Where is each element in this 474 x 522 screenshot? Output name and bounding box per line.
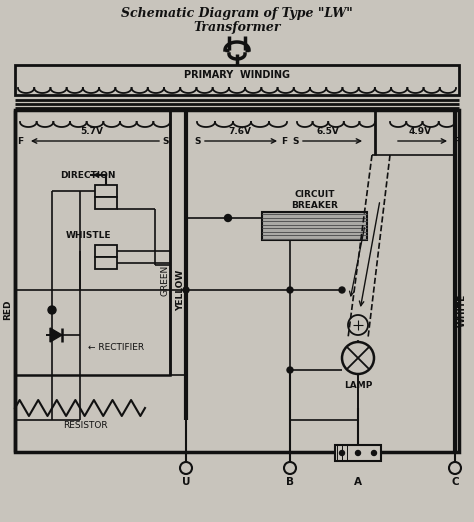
Circle shape — [225, 215, 231, 221]
Bar — [95, 245, 117, 257]
Text: RESISTOR: RESISTOR — [63, 421, 107, 430]
Circle shape — [180, 462, 192, 474]
Text: LAMP: LAMP — [344, 382, 372, 390]
Text: PRIMARY  WINDING: PRIMARY WINDING — [184, 70, 290, 80]
Text: F: F — [281, 136, 287, 146]
Circle shape — [183, 287, 189, 293]
Text: 4.9V: 4.9V — [409, 127, 431, 136]
Bar — [15, 65, 459, 95]
Text: DIRECTION: DIRECTION — [60, 171, 116, 180]
Text: C: C — [451, 477, 459, 487]
Circle shape — [356, 450, 361, 456]
Text: ← RECTIFIER: ← RECTIFIER — [88, 343, 144, 352]
Text: RED: RED — [3, 300, 12, 321]
Bar — [15, 110, 459, 452]
Text: CIRCUIT
BREAKER: CIRCUIT BREAKER — [292, 191, 338, 210]
Text: S: S — [163, 136, 169, 146]
Text: 6.5V: 6.5V — [317, 127, 339, 136]
Circle shape — [287, 287, 293, 293]
Text: Transformer: Transformer — [193, 21, 281, 34]
Circle shape — [449, 462, 461, 474]
Text: Schematic Diagram of Type "LW": Schematic Diagram of Type "LW" — [121, 7, 353, 20]
Text: F: F — [452, 136, 458, 146]
Circle shape — [48, 306, 56, 314]
Bar — [15, 110, 170, 375]
Text: A: A — [354, 477, 362, 487]
Circle shape — [284, 462, 296, 474]
Text: S: S — [195, 136, 201, 146]
Text: GREEN: GREEN — [161, 264, 170, 295]
Bar — [95, 185, 117, 197]
Bar — [95, 257, 117, 269]
Text: 5.7V: 5.7V — [81, 127, 103, 136]
Circle shape — [339, 450, 345, 456]
Bar — [95, 197, 117, 209]
Bar — [335, 445, 381, 461]
Text: S: S — [293, 136, 299, 146]
Circle shape — [287, 367, 293, 373]
Text: F: F — [17, 136, 23, 146]
Polygon shape — [50, 328, 62, 342]
Text: 7.6V: 7.6V — [228, 127, 252, 136]
Text: YELLOW: YELLOW — [176, 269, 185, 311]
Bar — [262, 212, 367, 240]
Text: U: U — [182, 477, 190, 487]
Text: B: B — [286, 477, 294, 487]
Text: WHISTLE: WHISTLE — [65, 231, 111, 240]
Text: WHITE: WHITE — [457, 293, 466, 327]
Circle shape — [372, 450, 376, 456]
Circle shape — [339, 287, 345, 293]
